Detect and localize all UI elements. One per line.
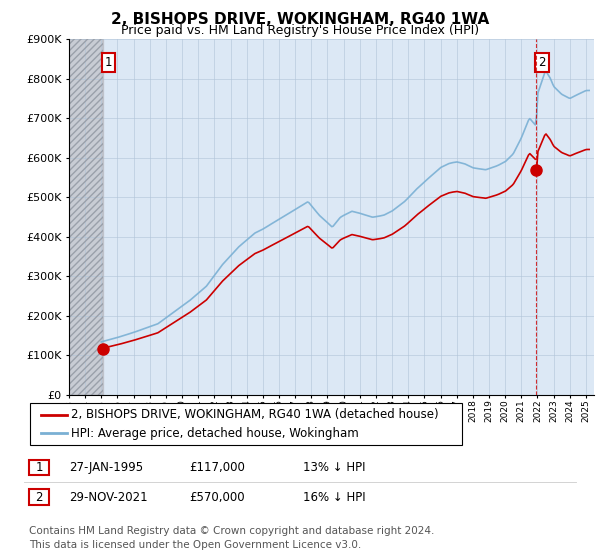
FancyBboxPatch shape [29, 460, 49, 475]
Text: Contains HM Land Registry data © Crown copyright and database right 2024.
This d: Contains HM Land Registry data © Crown c… [29, 526, 434, 549]
Text: 2: 2 [35, 491, 43, 504]
Text: £570,000: £570,000 [189, 491, 245, 504]
Text: 2, BISHOPS DRIVE, WOKINGHAM, RG40 1WA: 2, BISHOPS DRIVE, WOKINGHAM, RG40 1WA [111, 12, 489, 27]
Text: 1: 1 [104, 57, 112, 69]
Polygon shape [69, 39, 103, 395]
Text: 13% ↓ HPI: 13% ↓ HPI [303, 461, 365, 474]
Text: 2, BISHOPS DRIVE, WOKINGHAM, RG40 1WA (detached house): 2, BISHOPS DRIVE, WOKINGHAM, RG40 1WA (d… [71, 408, 439, 422]
FancyBboxPatch shape [29, 489, 49, 505]
Text: £117,000: £117,000 [189, 461, 245, 474]
Text: 16% ↓ HPI: 16% ↓ HPI [303, 491, 365, 504]
FancyBboxPatch shape [30, 403, 462, 445]
Text: HPI: Average price, detached house, Wokingham: HPI: Average price, detached house, Woki… [71, 427, 359, 440]
Text: 27-JAN-1995: 27-JAN-1995 [69, 461, 143, 474]
Text: Price paid vs. HM Land Registry's House Price Index (HPI): Price paid vs. HM Land Registry's House … [121, 24, 479, 36]
Text: 29-NOV-2021: 29-NOV-2021 [69, 491, 148, 504]
Text: 1: 1 [35, 461, 43, 474]
Text: 2: 2 [538, 57, 546, 69]
